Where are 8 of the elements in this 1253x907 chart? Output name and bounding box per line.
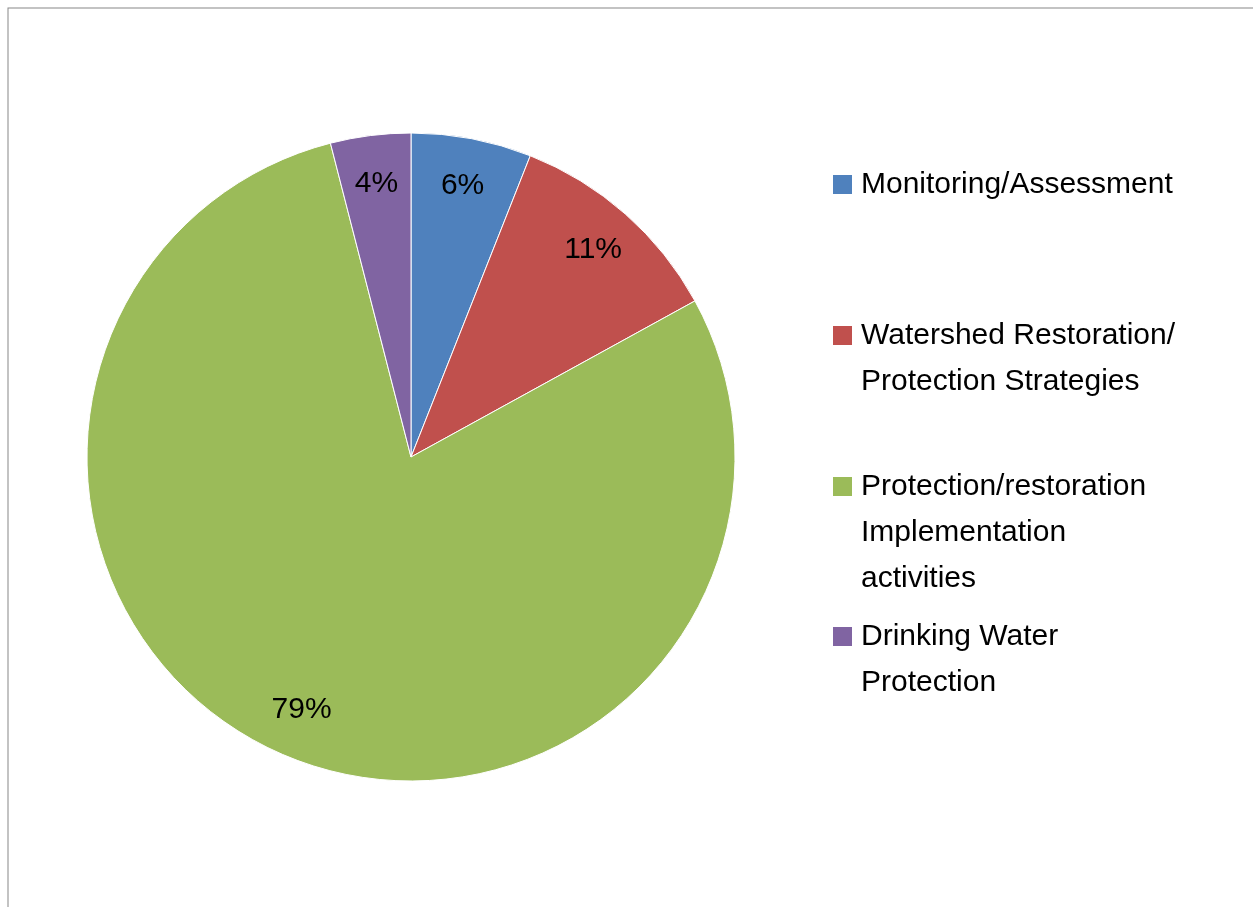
legend-label: Monitoring/Assessment — [861, 165, 1174, 199]
data-label: 11% — [564, 231, 623, 265]
legend-label: Protection/restoration Implementation activities — [861, 467, 1147, 593]
data-label: 4% — [354, 164, 399, 198]
data-label: 79% — [271, 690, 332, 724]
data-label: 6% — [440, 167, 485, 201]
legend-label: Drinking Water Protection — [861, 617, 1059, 697]
legend-label: Watershed Restoration/ Protection Strategies — [861, 316, 1176, 396]
